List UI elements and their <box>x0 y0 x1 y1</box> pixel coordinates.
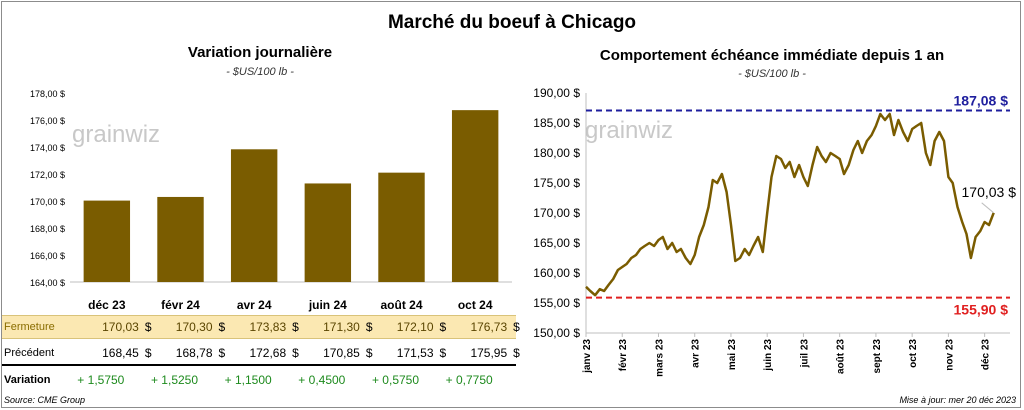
table-cell: 171,30 <box>323 320 360 334</box>
row-label: Précédent <box>4 347 55 359</box>
right-panel-subtitle: - $US/100 lb - <box>738 68 806 80</box>
watermark-logo: grainwiz <box>72 121 160 148</box>
bar <box>230 149 278 282</box>
x-tick-label: janv 23 <box>582 339 593 374</box>
line-chart: grainwiz 150,00 $ 155,00 $ 160,00 $ 165,00 $… <box>533 86 1017 377</box>
currency-symbol: $ <box>218 346 226 360</box>
table-row-precedent: Précédent 168,45 $168,78 $172,68 $170,85 $17… <box>2 342 520 366</box>
table-cell: 171,53 <box>396 346 434 360</box>
bar <box>304 183 352 282</box>
x-tick-label: févr 23 <box>618 339 629 372</box>
table-cell: 173,83 <box>249 320 287 334</box>
table-cell: 175,95 <box>470 346 508 360</box>
x-tick-label: oct 24 <box>458 298 493 312</box>
currency-symbol: $ <box>365 320 373 334</box>
table-cell: 176,73 <box>470 320 508 334</box>
currency-symbol: $ <box>144 320 152 334</box>
bar <box>83 200 131 282</box>
y-tick-label: 160,00 $ <box>533 266 580 280</box>
y-tick-label: 170,00 $ <box>533 206 580 220</box>
x-tick-label: mars 23 <box>654 339 665 377</box>
currency-symbol: $ <box>513 320 520 334</box>
y-tick-label: 180,00 $ <box>533 146 580 160</box>
y-tick-label: 185,00 $ <box>533 116 580 130</box>
y-tick-label: 164,00 $ <box>30 278 65 288</box>
currency-symbol: $ <box>292 346 299 360</box>
reference-line-label: 155,90 $ <box>954 302 1009 318</box>
table-cell: 170,03 <box>102 320 139 334</box>
y-tick-label: 175,00 $ <box>533 176 580 190</box>
update-note: Mise à jour: mer 20 déc 2023 <box>899 395 1016 405</box>
last-value-label: 170,03 $ <box>962 184 1017 200</box>
currency-symbol: $ <box>439 320 447 334</box>
left-panel-subtitle: - $US/100 lb - <box>226 66 294 78</box>
x-tick-label: déc 23 <box>88 298 126 312</box>
y-tick-label: 178,00 $ <box>30 89 65 99</box>
y-tick-label: 165,00 $ <box>533 236 580 250</box>
y-tick-label: 174,00 $ <box>30 143 65 153</box>
currency-symbol: $ <box>513 346 520 360</box>
x-tick-label: juin 24 <box>308 298 347 312</box>
table-cell: + 0,7750 <box>445 373 493 387</box>
table-cell: + 0,4500 <box>298 373 346 387</box>
reference-line-label: 187,08 $ <box>954 93 1009 109</box>
bar <box>157 196 204 282</box>
table-row-fermeture: Fermeture 170,03 $170,30 $173,83 $171,30 $17… <box>2 315 520 339</box>
x-tick-label: août 23 <box>836 339 847 374</box>
y-tick-label: 155,00 $ <box>533 296 580 310</box>
x-tick-label: avr 23 <box>691 339 702 368</box>
y-tick-label: 172,00 $ <box>30 170 65 180</box>
table-cell: + 0,5750 <box>371 373 420 387</box>
y-tick-label: 150,00 $ <box>533 326 580 340</box>
table-cell: 170,30 <box>175 320 213 334</box>
table-cell: 168,45 <box>102 346 139 360</box>
x-tick-label: juil 23 <box>799 339 810 369</box>
table-cell: + 1,5250 <box>150 373 199 387</box>
x-tick-label: juin 23 <box>763 339 774 372</box>
watermark-logo: grainwiz <box>585 117 673 144</box>
currency-symbol: $ <box>292 320 299 334</box>
bar <box>378 172 425 282</box>
price-series-line <box>585 112 995 297</box>
x-tick-label: oct 23 <box>908 339 919 368</box>
x-tick-label: déc 23 <box>981 339 992 371</box>
y-tick-label: 166,00 $ <box>30 251 65 261</box>
x-tick-label: avr 24 <box>237 298 272 312</box>
currency-symbol: $ <box>365 346 373 360</box>
source-note: Source: CME Group <box>4 395 86 405</box>
table-cell: + 1,5750 <box>77 373 125 387</box>
currency-symbol: $ <box>218 320 226 334</box>
bar-chart: grainwiz 164,00 $ 166,00 $ 168,00 $ 170,00 $… <box>30 89 512 312</box>
currency-symbol: $ <box>144 346 152 360</box>
table-cell: + 1,1500 <box>224 373 272 387</box>
bar <box>451 110 499 282</box>
x-tick-label: sept 23 <box>872 339 883 374</box>
left-panel-title: Variation journalière <box>187 44 333 61</box>
x-tick-label: nov 23 <box>944 339 955 371</box>
page-title: Marché du boeuf à Chicago <box>387 12 637 33</box>
table-row-variation: Variation + 1,5750 + 1,5250 + 1,1500 + 0,45… <box>2 369 516 391</box>
row-label: Variation <box>4 374 51 386</box>
right-panel-title: Comportement échéance immédiate depuis 1… <box>599 47 945 64</box>
x-tick-label: août 24 <box>380 298 422 312</box>
table-cell: 168,78 <box>175 346 213 360</box>
row-label: Fermeture <box>4 321 55 333</box>
table-cell: 172,68 <box>249 346 287 360</box>
table-cell: 172,10 <box>396 320 434 334</box>
last-value-leader <box>981 202 995 214</box>
y-tick-label: 176,00 $ <box>30 116 65 126</box>
x-tick-label: mai 23 <box>727 339 738 371</box>
y-tick-label: 168,00 $ <box>30 224 65 234</box>
y-tick-label: 190,00 $ <box>533 86 580 100</box>
table-cell: 170,85 <box>323 346 360 360</box>
y-tick-label: 170,00 $ <box>30 197 65 207</box>
currency-symbol: $ <box>439 346 447 360</box>
x-tick-label: févr 24 <box>161 298 200 312</box>
